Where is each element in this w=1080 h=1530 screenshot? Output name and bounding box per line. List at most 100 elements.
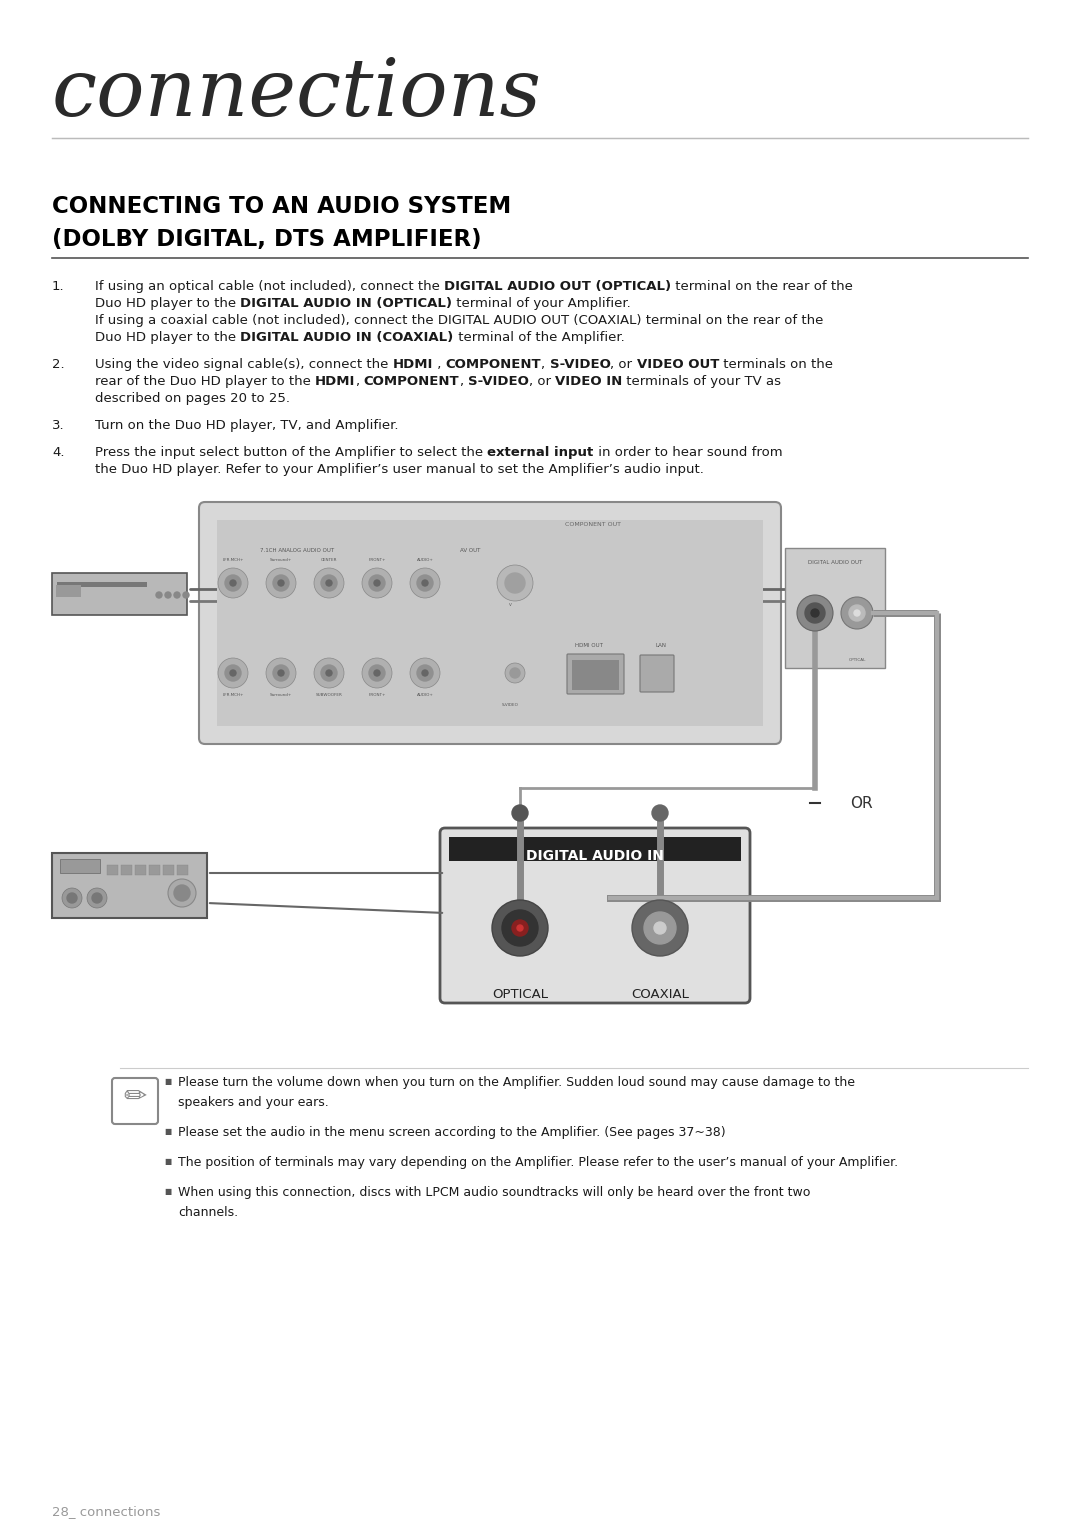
- FancyBboxPatch shape: [112, 1079, 158, 1125]
- Circle shape: [225, 666, 241, 681]
- Text: terminals of your TV as: terminals of your TV as: [622, 375, 781, 389]
- Text: 3.: 3.: [52, 419, 65, 431]
- Bar: [121, 864, 132, 875]
- Text: AV OUT: AV OUT: [460, 548, 481, 552]
- Circle shape: [422, 670, 428, 676]
- Text: COMPONENT OUT: COMPONENT OUT: [565, 522, 621, 526]
- Text: ✏: ✏: [123, 1083, 147, 1111]
- Text: HDMI OUT: HDMI OUT: [575, 643, 603, 649]
- Text: COMPONENT: COMPONENT: [446, 358, 541, 370]
- Text: described on pages 20 to 25.: described on pages 20 to 25.: [95, 392, 291, 405]
- Circle shape: [644, 912, 676, 944]
- Circle shape: [273, 575, 289, 591]
- Text: FRONT+: FRONT+: [368, 558, 386, 562]
- Text: CONNECTING TO AN AUDIO SYSTEM: CONNECTING TO AN AUDIO SYSTEM: [52, 194, 511, 217]
- Circle shape: [369, 575, 384, 591]
- Circle shape: [168, 880, 195, 907]
- Circle shape: [854, 610, 860, 617]
- Circle shape: [374, 670, 380, 676]
- Text: , or: , or: [529, 375, 555, 389]
- Bar: [163, 864, 174, 875]
- Circle shape: [326, 580, 332, 586]
- FancyBboxPatch shape: [199, 502, 781, 744]
- Text: Using the video signal cable(s), connect the: Using the video signal cable(s), connect…: [95, 358, 393, 370]
- Circle shape: [632, 900, 688, 956]
- Circle shape: [502, 910, 538, 946]
- Text: channels.: channels.: [178, 1206, 238, 1219]
- Circle shape: [174, 884, 190, 901]
- Circle shape: [266, 568, 296, 598]
- Text: Surround+: Surround+: [270, 693, 293, 698]
- Text: HDMI: HDMI: [393, 358, 433, 370]
- Circle shape: [410, 568, 440, 598]
- Bar: [785, 548, 885, 669]
- Circle shape: [218, 658, 248, 688]
- Text: ,: ,: [459, 375, 468, 389]
- Text: 4.: 4.: [52, 447, 65, 459]
- Text: DIGITAL AUDIO IN (OPTICAL): DIGITAL AUDIO IN (OPTICAL): [241, 297, 453, 311]
- Text: in order to hear sound from: in order to hear sound from: [594, 447, 782, 459]
- Text: ■: ■: [164, 1077, 172, 1086]
- Bar: [52, 574, 187, 615]
- Circle shape: [321, 666, 337, 681]
- Circle shape: [811, 609, 819, 617]
- Bar: [60, 858, 100, 874]
- Text: Surround+: Surround+: [270, 558, 293, 562]
- Text: terminal of the Amplifier.: terminal of the Amplifier.: [454, 330, 624, 344]
- Text: V: V: [509, 603, 512, 607]
- Text: Please turn the volume down when you turn on the Amplifier. Sudden loud sound ma: Please turn the volume down when you tur…: [178, 1076, 855, 1089]
- Text: 7.1CH ANALOG AUDIO OUT: 7.1CH ANALOG AUDIO OUT: [260, 548, 334, 552]
- Text: Please set the audio in the menu screen according to the Amplifier. (See pages 3: Please set the audio in the menu screen …: [178, 1126, 726, 1138]
- Text: ,: ,: [541, 358, 550, 370]
- Circle shape: [510, 669, 519, 678]
- Circle shape: [652, 805, 669, 822]
- Circle shape: [314, 658, 345, 688]
- Bar: [107, 864, 118, 875]
- Text: speakers and your ears.: speakers and your ears.: [178, 1095, 328, 1109]
- Text: LFR.MCH+: LFR.MCH+: [222, 558, 244, 562]
- Text: S-VIDEO: S-VIDEO: [550, 358, 610, 370]
- Circle shape: [278, 670, 284, 676]
- Text: external input: external input: [487, 447, 594, 459]
- Text: LFR.MCH+: LFR.MCH+: [222, 693, 244, 698]
- Circle shape: [517, 926, 523, 930]
- Text: DIGITAL AUDIO OUT (OPTICAL): DIGITAL AUDIO OUT (OPTICAL): [444, 280, 672, 294]
- Circle shape: [165, 592, 171, 598]
- Circle shape: [314, 568, 345, 598]
- Circle shape: [417, 666, 433, 681]
- FancyBboxPatch shape: [640, 655, 674, 692]
- Text: DIGITAL AUDIO IN (COAXIAL): DIGITAL AUDIO IN (COAXIAL): [241, 330, 454, 344]
- Text: FRONT+: FRONT+: [368, 693, 386, 698]
- Bar: [572, 659, 619, 690]
- Text: ■: ■: [164, 1187, 172, 1196]
- Text: ■: ■: [164, 1128, 172, 1135]
- Circle shape: [805, 603, 825, 623]
- Circle shape: [67, 894, 77, 903]
- Bar: [52, 854, 207, 918]
- Bar: [149, 864, 160, 875]
- Circle shape: [422, 580, 428, 586]
- Circle shape: [497, 565, 534, 601]
- Text: terminal on the rear of the: terminal on the rear of the: [672, 280, 853, 294]
- Text: OPTICAL: OPTICAL: [848, 658, 866, 662]
- Circle shape: [654, 923, 666, 933]
- Circle shape: [87, 887, 107, 907]
- Text: AUDIO+: AUDIO+: [417, 693, 433, 698]
- Text: If using an optical cable (not included), connect the: If using an optical cable (not included)…: [95, 280, 444, 294]
- Circle shape: [321, 575, 337, 591]
- Circle shape: [512, 805, 528, 822]
- FancyBboxPatch shape: [440, 828, 750, 1004]
- Text: , or: , or: [610, 358, 637, 370]
- Circle shape: [218, 568, 248, 598]
- Text: 28_ connections: 28_ connections: [52, 1506, 160, 1518]
- Circle shape: [369, 666, 384, 681]
- Text: VIDEO IN: VIDEO IN: [555, 375, 622, 389]
- Text: terminal of your Amplifier.: terminal of your Amplifier.: [453, 297, 631, 311]
- Circle shape: [266, 658, 296, 688]
- Bar: [135, 864, 146, 875]
- Circle shape: [797, 595, 833, 630]
- Text: the Duo HD player. Refer to your Amplifier’s user manual to set the Amplifier’s : the Duo HD player. Refer to your Amplifi…: [95, 464, 704, 476]
- Text: If using a coaxial cable (not included), connect the DIGITAL AUDIO OUT (COAXIAL): If using a coaxial cable (not included),…: [95, 314, 823, 327]
- Text: ,: ,: [433, 358, 446, 370]
- Text: OPTICAL: OPTICAL: [492, 988, 548, 1001]
